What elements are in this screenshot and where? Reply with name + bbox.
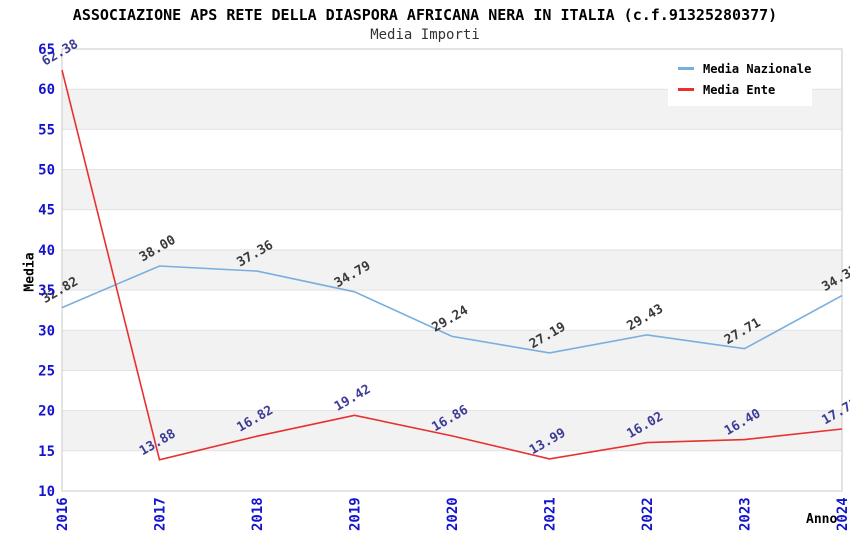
plot-border <box>61 48 843 492</box>
x-tick-label: 2017 <box>153 497 169 531</box>
y-tick-label: 40 <box>38 243 55 259</box>
x-tick-label: 2019 <box>348 497 364 531</box>
y-tick-label: 25 <box>38 364 55 380</box>
y-tick-label: 30 <box>38 323 55 339</box>
point-label-media-ente: 17.71 <box>820 396 850 429</box>
y-tick-label: 55 <box>38 122 55 138</box>
legend-line-swatch-media-nazionale <box>678 67 694 70</box>
point-label-media-ente: 19.42 <box>332 382 373 415</box>
y-tick-label: 15 <box>38 444 55 460</box>
x-axis-title: Anno <box>806 512 838 527</box>
y-tick-label: 20 <box>38 404 55 420</box>
y-tick-label: 45 <box>38 203 55 219</box>
x-tick-label: 2022 <box>640 497 656 531</box>
chart-title: ASSOCIAZIONE APS RETE DELLA DIASPORA AFR… <box>72 6 778 24</box>
y-tick-label: 10 <box>38 484 55 500</box>
x-tick-label: 2016 <box>55 497 71 531</box>
grid-band <box>62 410 842 451</box>
grid-band <box>62 249 842 291</box>
series-line-media-nazionale <box>61 265 843 354</box>
y-tick-label: 60 <box>38 82 55 98</box>
x-tick-label: 2023 <box>738 497 754 531</box>
point-label-media-nazionale: 29.43 <box>625 302 666 335</box>
x-tick-label: 2021 <box>543 497 559 531</box>
y-tick-label: 50 <box>38 163 55 179</box>
chart-subtitle: Media Importi <box>370 27 480 43</box>
y-tick-label: 65 <box>38 42 55 58</box>
legend-label-media-ente: Media Ente <box>703 82 776 97</box>
legend-label-media-nazionale: Media Nazionale <box>703 61 812 76</box>
legend-line-swatch-media-ente <box>678 88 694 91</box>
legend-item-media-nazionale: Media Nazionale <box>678 58 812 79</box>
x-tick-label: 2024 <box>835 497 850 531</box>
series-line-media-ente <box>61 69 843 461</box>
legend-item-media-ente: Media Ente <box>678 79 812 100</box>
x-tick-label: 2020 <box>445 497 461 531</box>
y-tick-label: 35 <box>38 283 55 299</box>
grid-band <box>62 169 842 210</box>
legend: Media Nazionale Media Ente <box>668 52 812 106</box>
x-tick-label: 2018 <box>250 497 266 531</box>
